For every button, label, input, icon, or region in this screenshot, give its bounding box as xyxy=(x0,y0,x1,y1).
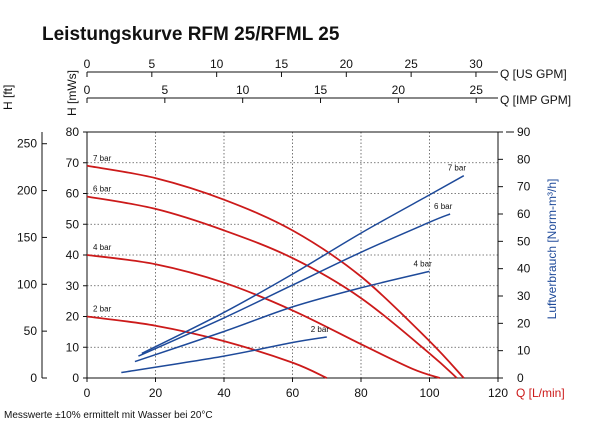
top-axis-tick-label: 30 xyxy=(469,57,483,71)
y-inner-tick-label: 60 xyxy=(66,187,80,201)
y-outer-tick-label: 0 xyxy=(30,371,37,385)
x-tick-label: 20 xyxy=(149,386,163,400)
footnote: Messwerte ±10% ermittelt mit Wasser bei … xyxy=(4,410,213,421)
top-axis-label: Q [US GPM] xyxy=(500,67,567,81)
air-curve-label: 6 bar xyxy=(434,202,453,211)
y-right-tick-label: 80 xyxy=(517,152,531,166)
top-axis-tick-label: 5 xyxy=(161,83,168,97)
y-inner-tick-label: 50 xyxy=(66,217,80,231)
head-curve-line xyxy=(86,195,458,379)
top-axis-tick-label: 5 xyxy=(148,57,155,71)
y-inner-axis-label: H [mWs] xyxy=(65,70,79,116)
y-inner-tick-label: 10 xyxy=(66,340,80,354)
y-right-tick-label: 30 xyxy=(517,289,531,303)
y-outer-tick-label: 200 xyxy=(17,184,37,198)
y-right-tick-label: 40 xyxy=(517,262,531,276)
y-right-tick-label: 60 xyxy=(517,207,531,221)
top-axis-tick-label: 0 xyxy=(84,57,91,71)
y-right-axis-label: Luftverbrauch [Norm-m³/h] xyxy=(545,179,559,320)
x-axis-label: Q [L/min] xyxy=(516,386,565,400)
top-axis-tick-label: 25 xyxy=(470,83,484,97)
chart-title: Leistungskurve RFM 25/RFML 25 xyxy=(42,24,340,45)
y-right-tick-label: 10 xyxy=(517,344,531,358)
x-tick-label: 100 xyxy=(419,386,439,400)
top-axis-tick-label: 0 xyxy=(84,83,91,97)
head-curve-label: 6 bar xyxy=(93,185,112,194)
x-tick-label: 120 xyxy=(488,386,508,400)
y-outer-axis-label: H [ft] xyxy=(1,85,15,110)
top-axis-tick-label: 20 xyxy=(392,83,406,97)
head-curve-line xyxy=(86,164,465,379)
top-axis-tick-label: 15 xyxy=(314,83,328,97)
y-right-tick-label: 20 xyxy=(517,316,531,330)
head-curve-label: 7 bar xyxy=(93,154,112,163)
top-axis-tick-label: 10 xyxy=(210,57,224,71)
air-curve-line xyxy=(121,336,327,374)
y-outer-tick-label: 100 xyxy=(17,277,37,291)
y-outer-tick-label: 250 xyxy=(17,137,37,151)
air-curve-line xyxy=(138,213,451,357)
y-right-tick-label: 90 xyxy=(517,125,531,139)
y-inner-tick-label: 40 xyxy=(66,248,80,262)
top-axis-tick-label: 15 xyxy=(275,57,289,71)
x-tick-label: 80 xyxy=(354,386,368,400)
head-curve-line xyxy=(86,254,441,379)
y-outer-tick-label: 50 xyxy=(24,324,38,338)
top-axis-tick-label: 25 xyxy=(404,57,418,71)
y-inner-tick-label: 0 xyxy=(72,371,79,385)
air-curve-label: 4 bar xyxy=(414,259,433,268)
x-tick-label: 60 xyxy=(286,386,300,400)
top-axis-label: Q [IMP GPM] xyxy=(500,93,571,107)
head-curve-label: 2 bar xyxy=(93,305,112,314)
top-axis-tick-label: 10 xyxy=(236,83,250,97)
head-curve-label: 4 bar xyxy=(93,243,112,252)
y-right-tick-label: 0 xyxy=(517,371,524,385)
y-outer-tick-label: 150 xyxy=(17,230,37,244)
x-tick-label: 0 xyxy=(84,386,91,400)
y-right-tick-label: 50 xyxy=(517,234,531,248)
air-curve-line xyxy=(141,175,465,355)
y-inner-tick-label: 30 xyxy=(66,279,80,293)
air-curve-label: 2 bar xyxy=(311,325,330,334)
y-right-tick-label: 70 xyxy=(517,180,531,194)
top-axis-tick-label: 20 xyxy=(340,57,354,71)
y-inner-tick-label: 80 xyxy=(66,125,80,139)
air-curve-line xyxy=(134,270,430,363)
y-inner-tick-label: 20 xyxy=(66,310,80,324)
y-inner-tick-label: 70 xyxy=(66,156,80,170)
x-tick-label: 40 xyxy=(217,386,231,400)
air-curve-label: 7 bar xyxy=(448,164,467,173)
head-curve-line xyxy=(86,315,328,379)
